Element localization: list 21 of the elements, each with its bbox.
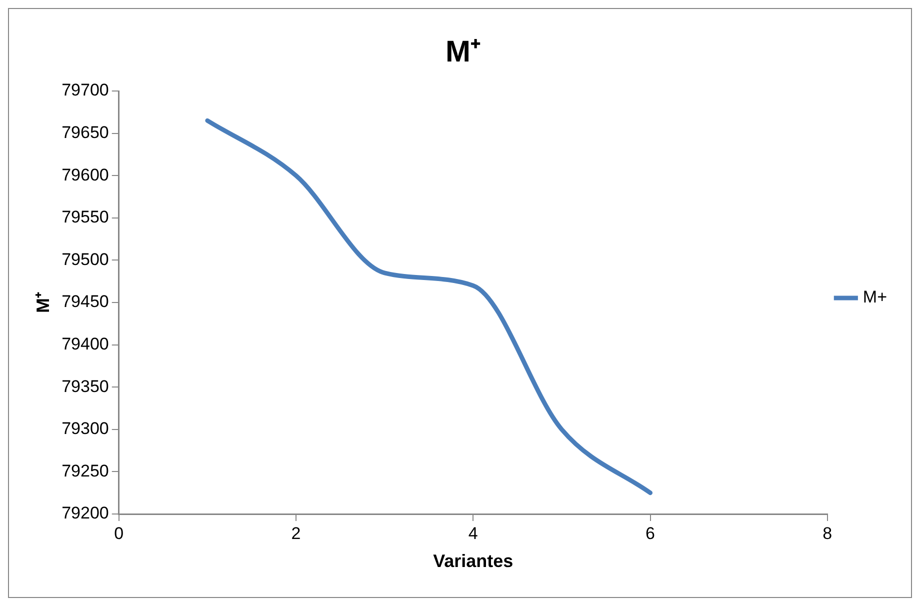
y-tick-label: 79350	[62, 376, 109, 396]
y-tick-label: 79250	[62, 461, 109, 480]
x-tick-label: 6	[646, 524, 656, 543]
y-tick-label: 79200	[62, 504, 109, 523]
x-tick-label: 4	[468, 524, 478, 543]
x-axis-title: Variantes	[433, 551, 514, 572]
y-tick-label: 79650	[62, 122, 109, 142]
line-series	[205, 118, 653, 496]
y-tick-label: 79400	[62, 334, 109, 354]
y-tick-label: 79450	[62, 292, 109, 312]
chart-title: M⁺	[446, 35, 480, 68]
x-tick-label: 2	[291, 524, 301, 543]
y-tick-label: 79500	[62, 250, 109, 269]
y-tick-label: 79700	[62, 80, 109, 100]
legend-label: M+	[862, 288, 888, 307]
x-tick-label: 0	[114, 524, 124, 543]
y-tick-label: 79600	[62, 165, 109, 184]
y-axis-title: M⁺	[32, 292, 53, 313]
y-tick-label: 79300	[62, 419, 109, 438]
y-tick-label: 79550	[62, 208, 109, 227]
x-tick-label: 8	[822, 524, 832, 543]
